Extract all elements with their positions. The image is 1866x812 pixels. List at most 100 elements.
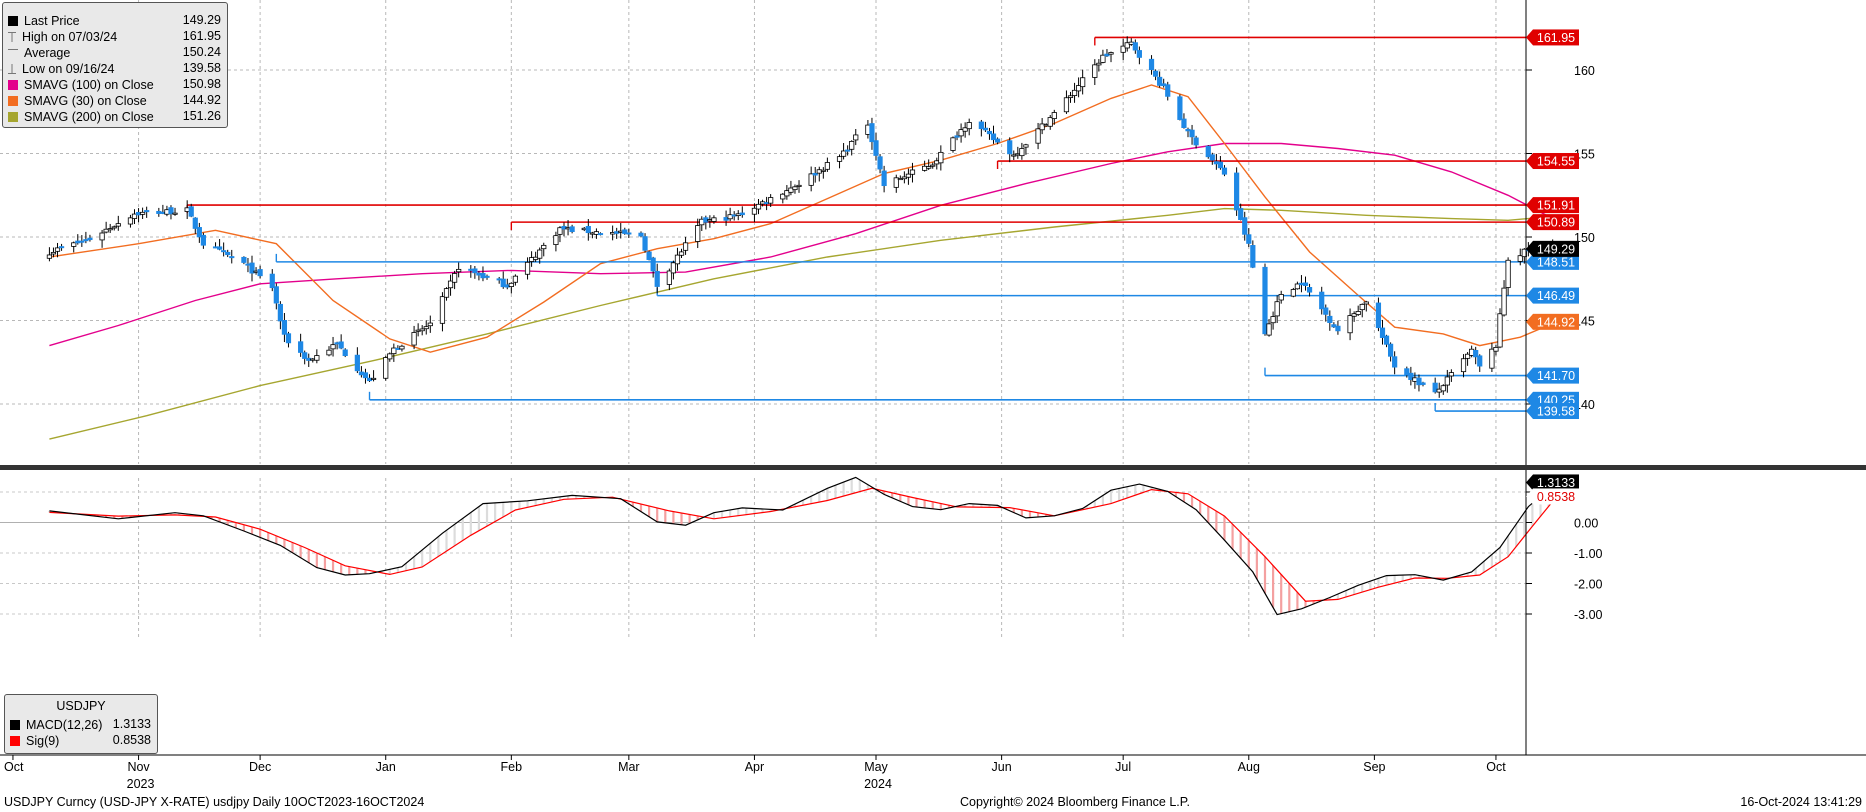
level-tag-label: 148.51 bbox=[1537, 255, 1575, 269]
candle-up bbox=[836, 156, 843, 162]
legend-low: Low on 09/16/24 bbox=[8, 61, 114, 77]
candle-up bbox=[1489, 348, 1495, 369]
candle-down bbox=[1262, 266, 1268, 335]
grid-layer bbox=[0, 0, 1526, 638]
legend-sma100-value: 150.98 bbox=[182, 77, 221, 91]
candle-up bbox=[1444, 376, 1450, 386]
candle-down bbox=[58, 246, 65, 249]
candle-up bbox=[711, 217, 717, 222]
candle-up bbox=[1363, 301, 1369, 305]
month-tick-label: Apr bbox=[745, 760, 764, 774]
candle-up bbox=[1011, 154, 1017, 157]
square-icon bbox=[10, 735, 20, 746]
candle-down bbox=[472, 268, 478, 274]
month-tick-label: Jan bbox=[376, 760, 396, 774]
candle-up bbox=[447, 280, 454, 289]
candle-down bbox=[1392, 356, 1398, 368]
legend-signal-value: 0.8538 bbox=[112, 733, 151, 747]
month-tick-label: May bbox=[864, 760, 888, 774]
panel-separator bbox=[0, 465, 1866, 470]
candle-up bbox=[524, 261, 531, 275]
candle-up bbox=[751, 207, 758, 215]
candle-up bbox=[399, 345, 405, 350]
candle-up bbox=[966, 122, 972, 130]
level-tag-label: 141.70 bbox=[1537, 369, 1575, 383]
level-tag-pointer bbox=[1526, 287, 1533, 304]
macd-value-tag-pointer bbox=[1526, 474, 1533, 491]
candle-down bbox=[1209, 154, 1215, 161]
candle-up bbox=[427, 322, 433, 327]
price-tick-label: 145 bbox=[1574, 315, 1595, 329]
candle-up bbox=[926, 166, 932, 169]
square-icon bbox=[8, 79, 18, 90]
square-icon bbox=[8, 15, 18, 26]
candle-up bbox=[1092, 64, 1098, 78]
candle-up bbox=[1460, 358, 1467, 373]
candle-up bbox=[111, 226, 117, 229]
candle-up bbox=[411, 332, 417, 346]
candle-down bbox=[986, 130, 993, 135]
candle-up bbox=[326, 349, 332, 356]
macd-legend: USDJPY MACD(12,26) 1.3133 Sig(9) 0.8538 bbox=[4, 694, 158, 754]
candle-up bbox=[682, 242, 689, 251]
candle-down bbox=[1189, 129, 1195, 138]
candle-up bbox=[1355, 311, 1361, 315]
candle-up bbox=[1019, 148, 1025, 157]
candle-up bbox=[840, 150, 847, 157]
candle-down bbox=[1148, 58, 1155, 70]
candle-up bbox=[50, 251, 57, 255]
candle-down bbox=[196, 227, 202, 238]
month-tick-label: Aug bbox=[1238, 760, 1260, 774]
candle-up bbox=[553, 235, 559, 245]
candle-down bbox=[200, 234, 206, 246]
macd-legend-title: USDJPY bbox=[56, 699, 106, 713]
level-tag-label: 154.55 bbox=[1537, 155, 1575, 169]
candle-up bbox=[172, 212, 178, 215]
legend-high: High on 07/03/24 bbox=[8, 29, 117, 45]
candle-down bbox=[597, 233, 604, 236]
candle-up bbox=[383, 357, 389, 379]
level-tag-label: 151.91 bbox=[1537, 199, 1575, 213]
month-tick-label: Oct bbox=[1486, 760, 1506, 774]
candle-down bbox=[626, 232, 632, 235]
candle-up bbox=[930, 164, 936, 167]
candle-up bbox=[140, 211, 146, 215]
candle-down bbox=[954, 135, 960, 138]
candle-up bbox=[107, 228, 113, 231]
candle-up bbox=[784, 190, 790, 197]
legend-sma30-value: 144.92 bbox=[182, 93, 221, 107]
candle-up bbox=[780, 193, 786, 200]
last-price-tag bbox=[1533, 240, 1579, 257]
candle-up bbox=[958, 129, 964, 137]
candle-up bbox=[443, 288, 450, 298]
candle-down bbox=[216, 246, 223, 250]
footer-timestamp: 16-Oct-2024 13:41:29 bbox=[1740, 795, 1862, 809]
candle-down bbox=[873, 140, 879, 156]
candle-up bbox=[893, 177, 899, 188]
legend-sma200: SMAVG (200) on Close bbox=[8, 109, 154, 125]
candle-down bbox=[144, 210, 150, 213]
candle-down bbox=[1404, 368, 1410, 376]
candle-up bbox=[71, 242, 77, 247]
candle-up bbox=[1039, 123, 1045, 131]
candle-down bbox=[569, 226, 575, 232]
macd-tick-label: -3.00 bbox=[1574, 608, 1603, 622]
candle-down bbox=[650, 257, 656, 272]
low-marker-icon bbox=[8, 63, 16, 74]
candle-up bbox=[557, 227, 563, 235]
price-tick-label: 155 bbox=[1574, 148, 1595, 162]
candle-down bbox=[225, 251, 231, 256]
candle-down bbox=[646, 251, 652, 260]
candle-up bbox=[593, 231, 600, 235]
candle-up bbox=[905, 173, 912, 178]
level-tag-pointer bbox=[1526, 29, 1533, 46]
candle-down bbox=[622, 229, 628, 234]
candle-down bbox=[342, 349, 348, 357]
macd-tick-label: 0.00 bbox=[1574, 517, 1598, 531]
candle-down bbox=[1007, 140, 1013, 155]
level-tag bbox=[1533, 29, 1579, 46]
candle-up bbox=[824, 162, 830, 170]
candle-down bbox=[1177, 96, 1183, 120]
legend-average-value: 150.24 bbox=[182, 45, 221, 59]
candle-up bbox=[1521, 248, 1527, 258]
